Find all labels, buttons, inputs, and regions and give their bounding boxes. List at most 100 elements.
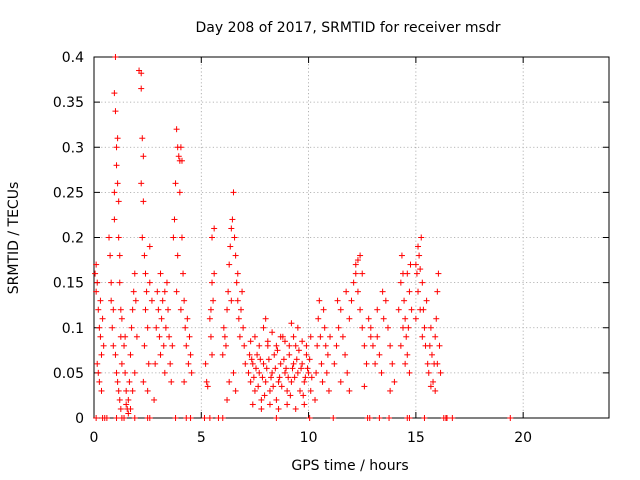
- data-point: [424, 360, 431, 367]
- data-point: [348, 297, 355, 304]
- data-point: [294, 369, 301, 376]
- data-point: [344, 369, 351, 376]
- data-point: [354, 288, 361, 295]
- data-point: [118, 360, 125, 367]
- data-point: [178, 157, 185, 164]
- data-point: [138, 85, 145, 92]
- data-point: [415, 288, 422, 295]
- data-point: [425, 369, 432, 376]
- data-point: [237, 306, 244, 313]
- data-points: [92, 54, 514, 421]
- data-point: [291, 374, 298, 381]
- data-point: [242, 360, 249, 367]
- y-tick-label: 0.25: [53, 185, 84, 201]
- data-point: [406, 415, 413, 421]
- data-point: [421, 324, 428, 331]
- data-point: [110, 306, 117, 313]
- data-point: [376, 415, 383, 421]
- data-point: [283, 365, 290, 372]
- data-point: [94, 360, 101, 367]
- data-point: [108, 297, 115, 304]
- data-point: [128, 324, 135, 331]
- data-point: [361, 342, 368, 349]
- data-point: [183, 342, 190, 349]
- data-point: [335, 324, 342, 331]
- data-point: [254, 351, 261, 358]
- data-point: [257, 356, 264, 363]
- data-point: [249, 401, 256, 408]
- data-point: [306, 356, 313, 363]
- data-point: [256, 369, 263, 376]
- data-point: [317, 333, 324, 340]
- data-point: [140, 198, 147, 205]
- data-point: [333, 342, 340, 349]
- data-point: [131, 369, 138, 376]
- data-point: [173, 126, 180, 133]
- data-point: [405, 324, 412, 331]
- data-point: [357, 306, 364, 313]
- data-point: [271, 351, 278, 358]
- data-point: [100, 342, 107, 349]
- data-point: [308, 374, 315, 381]
- data-point: [290, 360, 297, 367]
- data-point: [96, 378, 103, 385]
- data-point: [419, 333, 426, 340]
- data-point: [176, 189, 183, 196]
- data-point: [363, 360, 370, 367]
- data-point: [295, 347, 302, 354]
- data-point: [325, 387, 332, 394]
- data-point: [386, 415, 393, 421]
- data-point: [266, 387, 273, 394]
- data-point: [224, 306, 231, 313]
- data-point: [286, 351, 293, 358]
- data-point: [264, 338, 271, 345]
- data-point: [115, 234, 122, 241]
- data-point: [285, 374, 292, 381]
- data-point: [278, 383, 285, 390]
- data-point: [129, 387, 136, 394]
- data-point: [391, 378, 398, 385]
- data-point: [202, 360, 209, 367]
- data-point: [262, 378, 269, 385]
- data-point: [318, 360, 325, 367]
- data-point: [256, 342, 263, 349]
- data-point: [111, 216, 118, 223]
- data-point: [140, 378, 147, 385]
- data-point: [95, 369, 102, 376]
- data-point: [131, 270, 138, 277]
- data-point: [269, 369, 276, 376]
- data-point: [226, 261, 233, 268]
- data-point: [172, 415, 179, 421]
- data-point: [316, 297, 323, 304]
- data-point: [187, 351, 194, 358]
- data-point: [235, 315, 242, 322]
- data-point: [225, 288, 232, 295]
- data-point: [141, 342, 148, 349]
- data-point: [374, 333, 381, 340]
- data-point: [407, 261, 414, 268]
- data-point: [97, 333, 104, 340]
- data-point: [449, 415, 456, 421]
- data-point: [258, 396, 265, 403]
- data-point: [324, 351, 331, 358]
- data-point: [142, 306, 149, 313]
- data-point: [401, 297, 408, 304]
- data-point: [114, 135, 121, 142]
- data-point: [313, 369, 320, 376]
- data-point: [114, 180, 121, 187]
- data-point: [148, 297, 155, 304]
- data-point: [339, 333, 346, 340]
- data-point: [133, 333, 140, 340]
- x-tick-label: 0: [90, 430, 99, 446]
- data-point: [125, 396, 132, 403]
- data-point: [397, 342, 404, 349]
- data-point: [304, 365, 311, 372]
- data-point: [337, 306, 344, 313]
- data-point: [293, 356, 300, 363]
- data-point: [312, 396, 319, 403]
- x-axis-label: GPS time / hours: [291, 458, 408, 474]
- data-point: [255, 383, 262, 390]
- data-point: [426, 342, 433, 349]
- data-point: [303, 351, 310, 358]
